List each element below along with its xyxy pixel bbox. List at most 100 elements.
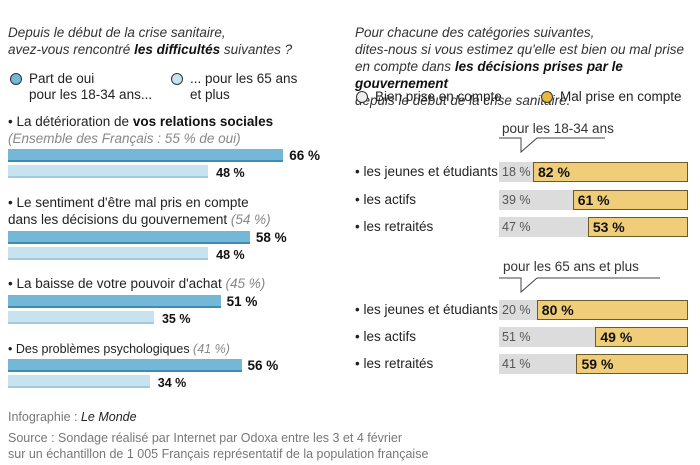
item-title-relations-line2: (Ensemble des Français : 55 % de oui) xyxy=(8,131,273,148)
item-text: Le sentiment d'être mal pris en compte xyxy=(16,195,249,210)
legend-young-line2: pour les 18-34 ans... xyxy=(29,86,153,102)
bullet: • xyxy=(8,342,16,356)
legend-young-label: Part de oui pour les 18-34 ans... xyxy=(29,71,152,102)
credit-label: Infographie : xyxy=(8,410,81,424)
item-text: Des problèmes psychologiques xyxy=(15,342,194,356)
legend-mal-swatch-icon xyxy=(541,90,553,103)
item-note: (41 %) xyxy=(193,342,230,356)
callout-18-34-pointer-icon xyxy=(499,137,605,154)
bar-young-2 xyxy=(8,295,221,308)
bullet: • xyxy=(8,195,17,210)
value-label-old-1: 48 % xyxy=(216,248,245,262)
item-note: (Ensemble des Français : 55 % de oui) xyxy=(8,130,241,146)
bar-mal xyxy=(536,300,688,320)
left-question-line2: avez-vous rencontré les difficultés suiv… xyxy=(8,41,292,58)
item-title-gouvernement-line2: dans les décisions du gouvernement (54 %… xyxy=(8,212,271,229)
bar-bien xyxy=(499,217,588,237)
item-title-psychologiques: • Des problèmes psychologiques (41 %) xyxy=(8,341,230,358)
bar-young-1 xyxy=(8,231,250,244)
bar-mal xyxy=(576,354,688,374)
value-label-mal: 49 % xyxy=(600,329,633,345)
legend-old-line1: ... pour les 65 ans xyxy=(190,71,298,86)
right-question-line1: Pour chacune des catégories suivantes, xyxy=(355,25,595,40)
value-label-old-2: 35 % xyxy=(161,312,191,326)
item-text: dans les décisions du gouvernement xyxy=(8,211,231,227)
bullet: • xyxy=(8,114,17,129)
value-label-bien: 18 % xyxy=(502,165,531,179)
value-label-mal: 80 % xyxy=(541,302,574,318)
bar-bien xyxy=(499,300,537,320)
value-label-bien: 47 % xyxy=(502,220,531,234)
bar-mal xyxy=(572,190,688,210)
source-line1: Source : Sondage réalisé par Internet pa… xyxy=(8,431,402,445)
left-question: Depuis le début de la crise sanitaire, a… xyxy=(8,24,292,58)
item-title-gouvernement-line1: • Le sentiment d'être mal pris en compte xyxy=(8,195,271,212)
right-question-line4: depuis le début de la crise sanitaire. xyxy=(355,93,571,108)
legend-bien-label: Bien prise en compte xyxy=(375,89,502,104)
legend-old-swatch-icon xyxy=(171,72,183,85)
legend-old-line2: et plus xyxy=(190,86,230,102)
value-label-mal: 59 % xyxy=(581,356,614,372)
category-label: • les retraités xyxy=(355,219,434,234)
bar-old-2 xyxy=(8,311,154,324)
credit-brand: Le Monde xyxy=(80,410,137,424)
bar-mal xyxy=(595,327,688,347)
bar-bien xyxy=(499,190,573,210)
value-label-young-1: 58 % xyxy=(255,230,287,245)
left-question-line1: Depuis le début de la crise sanitaire, xyxy=(8,25,226,40)
left-question-text: avez-vous rencontré xyxy=(8,42,135,57)
item-title-gouvernement: • Le sentiment d'être mal pris en compte… xyxy=(8,195,271,228)
item-text-bold: vos relations sociales xyxy=(132,114,274,129)
value-label-bien: 51 % xyxy=(502,330,531,344)
item-note: (45 %) xyxy=(225,276,266,291)
bar-young-0 xyxy=(8,149,284,162)
category-label: • les jeunes et étudiants xyxy=(355,302,498,317)
bar-bien xyxy=(499,354,577,374)
item-text: La détérioration de xyxy=(16,114,133,129)
bar-bien xyxy=(499,327,596,347)
value-label-young-0: 66 % xyxy=(289,148,320,163)
left-question-bold: les difficultés xyxy=(134,42,221,57)
credit: Infographie : Le Monde xyxy=(8,410,137,426)
legend-old: ... pour les 65 ans et plus xyxy=(171,71,297,102)
value-label-mal: 61 % xyxy=(577,192,610,208)
callout-65-plus: pour les 65 ans et plus xyxy=(503,259,639,274)
bar-young-3 xyxy=(8,359,242,372)
right-question: Pour chacune des catégories suivantes, d… xyxy=(355,24,700,109)
bar-mal xyxy=(533,162,688,182)
value-label-bien: 20 % xyxy=(502,303,531,317)
source-line2: sur un échantillon de 1 005 Français rep… xyxy=(8,446,429,461)
bar-old-3 xyxy=(8,375,150,388)
value-label-young-3: 56 % xyxy=(247,358,279,373)
legend-young-swatch-icon xyxy=(10,72,22,85)
legend-old-label: ... pour les 65 ans et plus xyxy=(190,71,297,102)
right-question-text: en compte dans xyxy=(355,59,455,74)
legend-mal-label: Mal prise en compte xyxy=(560,89,682,104)
bullet: • xyxy=(8,276,17,291)
value-label-mal: 53 % xyxy=(592,219,625,235)
callout-65-plus-pointer-icon xyxy=(499,277,660,294)
value-label-young-2: 51 % xyxy=(226,294,258,309)
left-question-end: suivantes ? xyxy=(220,42,293,57)
bar-mal xyxy=(587,217,688,237)
legend-bien-swatch-icon xyxy=(356,90,368,103)
category-label: • les actifs xyxy=(355,329,416,344)
right-question-line2: dites-nous si vous estimez qu'elle est b… xyxy=(355,42,684,57)
legend-bien: Bien prise en compte xyxy=(356,89,502,105)
value-label-old-0: 48 % xyxy=(216,166,245,180)
category-label: • les actifs xyxy=(355,192,416,207)
right-question-line3: en compte dans les décisions prises par … xyxy=(355,58,700,92)
item-title-relations-line1: • La détérioration de vos relations soci… xyxy=(8,114,273,131)
value-label-mal: 82 % xyxy=(538,164,570,180)
source: Source : Sondage réalisé par Internet pa… xyxy=(8,431,428,462)
item-text: La baisse de votre pouvoir d'achat xyxy=(16,276,226,291)
bar-old-1 xyxy=(8,247,209,260)
legend-young: Part de oui pour les 18-34 ans... xyxy=(10,71,152,102)
category-label: • les retraités xyxy=(355,356,434,371)
right-question-bold: les décisions prises par le gouvernement xyxy=(355,59,623,91)
value-label-bien: 41 % xyxy=(502,357,531,371)
item-note: (54 %) xyxy=(230,211,271,227)
callout-18-34: pour les 18-34 ans xyxy=(502,121,614,136)
legend-young-line1: Part de oui xyxy=(29,71,95,86)
value-label-old-3: 34 % xyxy=(157,376,187,390)
